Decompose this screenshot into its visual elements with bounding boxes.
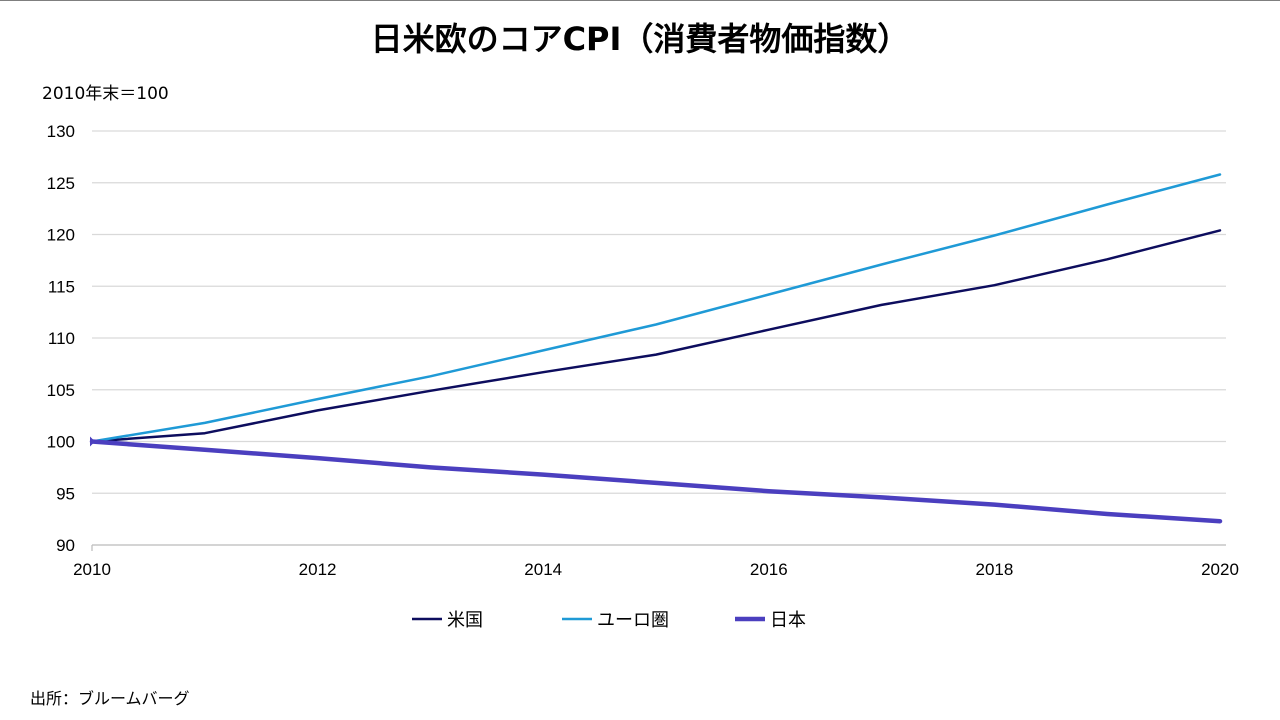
legend-label-2: ユーロ圏: [597, 610, 669, 631]
legend: 米国 ユーロ圏 日本: [412, 610, 806, 631]
legend-label-1: 米国: [447, 610, 483, 631]
x-tick-label-2016: 2016: [750, 560, 788, 579]
legend-label-3: 日本: [770, 610, 806, 631]
x-axis: 2010 2012 2014 2016 2018 2020: [73, 544, 1239, 579]
series-line-2: [90, 173, 1222, 443]
y-axis-ticks: 90 95 100 105 110 115 120 125 130: [47, 122, 75, 555]
y-tick-label-130: 130: [47, 122, 75, 141]
source-note: 出所：ブルームバーグ: [30, 689, 190, 708]
x-tick-label-2020: 2020: [1201, 560, 1239, 579]
x-tick-label-2014: 2014: [524, 560, 562, 579]
unit-label: 2010年末＝100: [42, 84, 169, 104]
y-tick-label-95: 95: [56, 484, 75, 503]
x-tick-label-2010: 2010: [73, 560, 111, 579]
x-tick-label-2012: 2012: [299, 560, 337, 579]
top-rule: [0, 0, 1280, 1]
series-lines: [89, 173, 1223, 524]
y-tick-label-110: 110: [48, 329, 75, 348]
x-tick-label-2018: 2018: [975, 560, 1013, 579]
y-tick-label-120: 120: [47, 226, 75, 245]
y-tick-label-90: 90: [56, 536, 75, 555]
y-tick-label-125: 125: [47, 174, 75, 193]
y-tick-label-115: 115: [48, 277, 75, 296]
start-marker: [90, 436, 95, 447]
y-tick-label-105: 105: [47, 381, 75, 400]
chart-title: 日米欧のコアCPI（消費者物価指数）: [370, 20, 910, 58]
series-line-1: [90, 229, 1222, 443]
y-tick-label-100: 100: [47, 433, 75, 452]
series-line-3: [89, 439, 1223, 524]
